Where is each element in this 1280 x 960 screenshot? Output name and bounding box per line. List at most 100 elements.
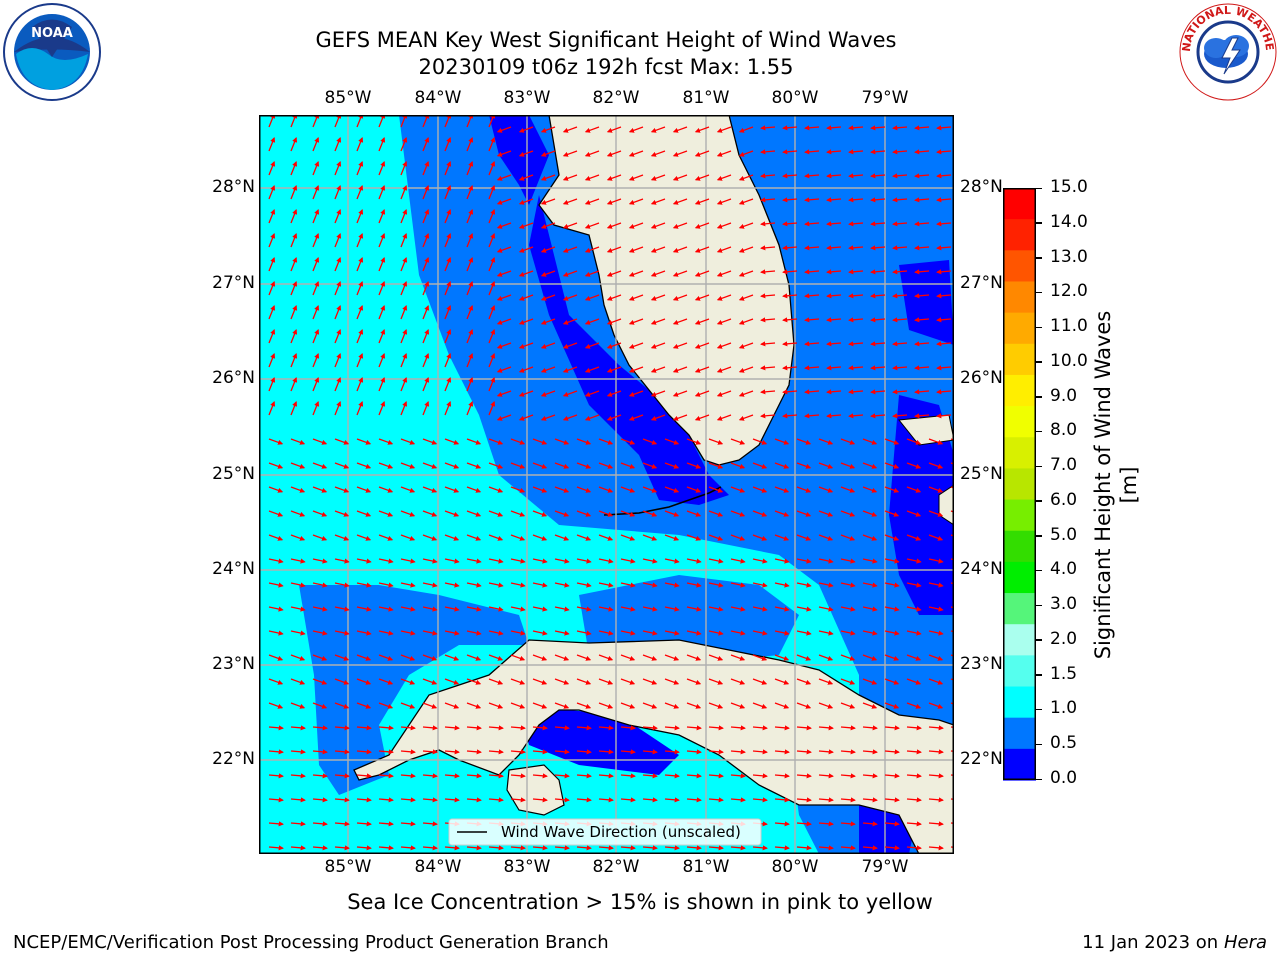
wave-direction-arrow bbox=[356, 654, 372, 661]
wave-direction-arrow bbox=[752, 749, 768, 755]
wave-direction-arrow bbox=[730, 630, 746, 636]
colorbar-swatch bbox=[1003, 406, 1036, 438]
wave-direction-arrow bbox=[444, 233, 452, 248]
wave-direction-arrow bbox=[914, 269, 930, 275]
wave-direction-arrow bbox=[628, 342, 644, 349]
lon-label-bottom-6: 79°W bbox=[861, 857, 909, 877]
wave-direction-arrow bbox=[400, 209, 408, 224]
wave-direction-arrow bbox=[532, 773, 548, 779]
wave-direction-arrow bbox=[444, 438, 460, 445]
wave-direction-arrow bbox=[400, 281, 408, 296]
wave-direction-arrow bbox=[826, 413, 842, 419]
wave-direction-arrow bbox=[628, 222, 644, 229]
wave-direction-arrow bbox=[378, 630, 394, 636]
wave-direction-arrow bbox=[774, 630, 790, 636]
wave-direction-arrow bbox=[848, 389, 864, 395]
wave-direction-arrow bbox=[334, 678, 350, 685]
wave-direction-arrow bbox=[936, 389, 952, 395]
wave-direction-arrow bbox=[840, 773, 856, 779]
wave-direction-arrow bbox=[642, 773, 658, 779]
colorbar-tick-mark bbox=[1036, 674, 1042, 676]
wave-direction-arrow bbox=[672, 174, 688, 181]
wave-direction-arrow bbox=[848, 317, 864, 323]
wave-direction-arrow bbox=[312, 233, 320, 248]
wave-direction-arrow bbox=[562, 318, 578, 325]
wave-direction-arrow bbox=[554, 678, 570, 685]
wave-direction-arrow bbox=[356, 257, 364, 272]
colorbar-tick-label: 0.5 bbox=[1050, 733, 1078, 754]
wave-direction-arrow bbox=[444, 462, 460, 469]
wave-direction-arrow bbox=[518, 126, 534, 133]
wave-direction-arrow bbox=[840, 845, 856, 851]
wave-direction-arrow bbox=[378, 137, 386, 152]
wave-direction-arrow bbox=[914, 149, 930, 155]
wave-direction-arrow bbox=[356, 486, 372, 493]
wave-direction-arrow bbox=[906, 582, 922, 588]
wave-direction-arrow bbox=[848, 173, 864, 179]
lon-label-top-2: 83°W bbox=[503, 88, 551, 108]
wave-direction-arrow bbox=[312, 534, 328, 541]
colorbar-swatch bbox=[1003, 748, 1036, 781]
wave-direction-arrow bbox=[576, 462, 592, 469]
wave-direction-arrow bbox=[562, 366, 578, 373]
wave-direction-arrow bbox=[510, 630, 526, 636]
wave-direction-arrow bbox=[290, 401, 298, 416]
wave-direction-arrow bbox=[840, 821, 856, 827]
wave-direction-arrow bbox=[378, 797, 394, 803]
wave-direction-arrow bbox=[444, 281, 452, 296]
wave-direction-arrow bbox=[752, 845, 768, 851]
wave-band-blue-west bbox=[299, 585, 529, 795]
wave-direction-arrow bbox=[840, 462, 856, 469]
wave-direction-arrow bbox=[356, 582, 372, 588]
wave-direction-arrow bbox=[928, 654, 944, 661]
legend-label: Wind Wave Direction (unscaled) bbox=[501, 823, 741, 841]
wave-direction-arrow bbox=[914, 197, 930, 203]
wave-direction-arrow bbox=[914, 173, 930, 179]
wave-direction-arrow bbox=[818, 845, 834, 851]
wave-direction-arrow bbox=[672, 126, 688, 133]
colorbar-tick-mark bbox=[1036, 187, 1042, 189]
colorbar-tick-label: 11.0 bbox=[1050, 316, 1088, 337]
wave-direction-arrow bbox=[268, 185, 276, 200]
wave-direction-arrow bbox=[400, 257, 408, 272]
wave-direction-arrow bbox=[752, 438, 768, 445]
wave-direction-arrow bbox=[576, 438, 592, 445]
wave-direction-arrow bbox=[752, 462, 768, 469]
wave-direction-arrow bbox=[466, 462, 482, 469]
wave-direction-arrow bbox=[488, 257, 496, 272]
wave-direction-arrow bbox=[422, 558, 438, 564]
wave-direction-arrow bbox=[400, 161, 408, 176]
wave-direction-arrow bbox=[488, 630, 504, 636]
wave-direction-arrow bbox=[400, 185, 408, 200]
wave-direction-arrow bbox=[378, 161, 386, 176]
wave-direction-arrow bbox=[312, 510, 328, 517]
wave-direction-arrow bbox=[510, 462, 526, 469]
wave-direction-arrow bbox=[422, 377, 430, 392]
colorbar-tick-label: 5.0 bbox=[1050, 524, 1078, 545]
wave-direction-arrow bbox=[818, 606, 834, 612]
wave-direction-arrow bbox=[466, 305, 474, 320]
wave-direction-arrow bbox=[268, 725, 284, 731]
wave-direction-arrow bbox=[664, 678, 680, 685]
wave-direction-arrow bbox=[290, 462, 306, 469]
wave-direction-arrow bbox=[400, 630, 416, 636]
wave-direction-arrow bbox=[870, 197, 886, 203]
colorbar-tick-label: 0.0 bbox=[1050, 768, 1078, 788]
wave-direction-arrow bbox=[870, 317, 886, 323]
wave-direction-arrow bbox=[312, 329, 320, 344]
wave-direction-arrow bbox=[268, 281, 276, 296]
wave-direction-arrow bbox=[598, 749, 614, 755]
wave-direction-arrow bbox=[892, 341, 908, 347]
wave-direction-arrow bbox=[620, 462, 636, 469]
wave-direction-arrow bbox=[686, 510, 702, 517]
wave-direction-arrow bbox=[914, 341, 930, 347]
wave-direction-arrow bbox=[554, 582, 570, 588]
wave-direction-arrow bbox=[892, 389, 908, 395]
colorbar-tick-label: 3.0 bbox=[1050, 594, 1078, 615]
wave-direction-arrow bbox=[752, 558, 768, 564]
wave-direction-arrow bbox=[518, 270, 534, 277]
wave-direction-arrow bbox=[826, 341, 842, 347]
wave-direction-arrow bbox=[782, 173, 798, 179]
wave-direction-arrow bbox=[664, 749, 680, 755]
colorbar-tick-mark bbox=[1036, 604, 1042, 607]
